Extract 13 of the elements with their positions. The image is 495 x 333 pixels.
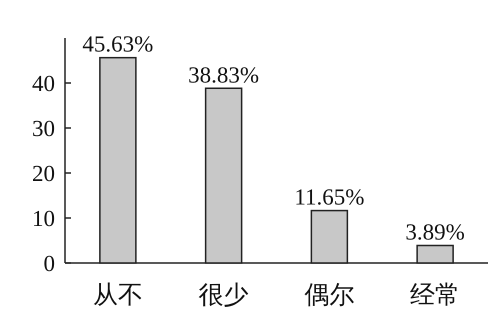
data-label: 3.89% — [405, 219, 465, 244]
x-tick-label: 经常 — [410, 282, 460, 309]
x-tick-label: 从不 — [92, 282, 143, 309]
data-label: 11.65% — [294, 184, 364, 210]
y-tick-label: 40 — [32, 71, 55, 96]
y-tick-label: 30 — [32, 116, 55, 141]
data-label: 45.63% — [82, 32, 154, 57]
x-tick-label: 很少 — [198, 282, 249, 309]
data-label: 38.83% — [188, 62, 260, 88]
y-tick-label: 20 — [32, 161, 55, 186]
y-tick-label: 0 — [44, 251, 55, 276]
x-tick-label: 偶尔 — [304, 282, 354, 309]
y-tick-label: 10 — [32, 206, 55, 231]
